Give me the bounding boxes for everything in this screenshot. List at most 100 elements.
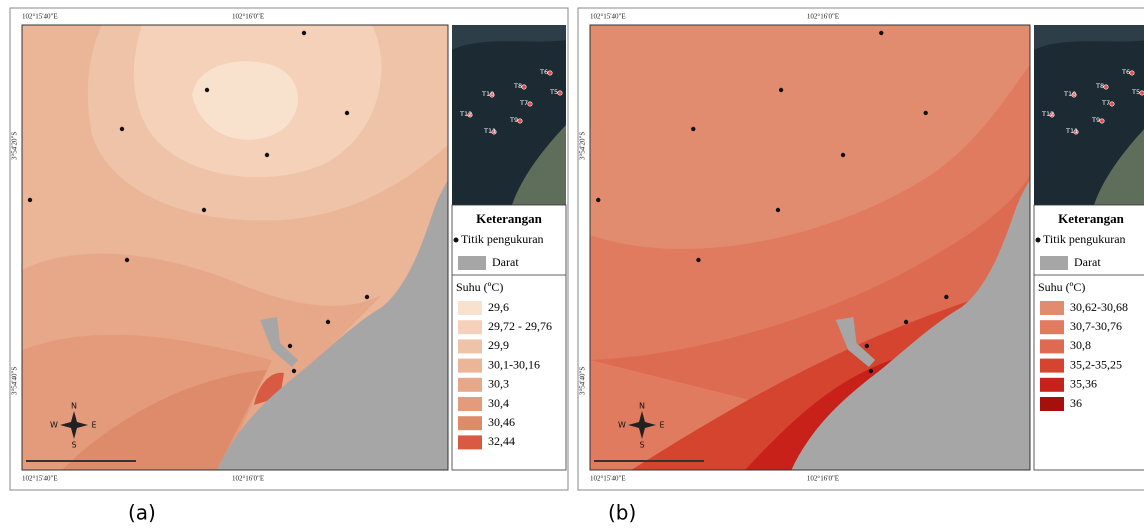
legend-title: Keterangan [1058, 211, 1124, 226]
legend-class-label: 35,36 [1070, 377, 1097, 391]
inset-marker [1049, 112, 1055, 118]
inset-marker [1103, 84, 1109, 90]
inset-label: T6 [1121, 68, 1130, 76]
legend-swatch [458, 301, 482, 315]
legend-swatch [1040, 320, 1064, 335]
scale-bar [594, 460, 704, 462]
compass-rose [60, 411, 88, 439]
inset-marker [467, 112, 473, 118]
compass-rose [628, 411, 656, 439]
coord-label: 102°15'40"E [590, 475, 626, 483]
legend-class-label: 30,46 [488, 415, 515, 429]
measurement-point [344, 110, 350, 116]
scale-bar [26, 460, 136, 462]
measurement-point [325, 319, 331, 325]
measurement-point [291, 368, 297, 374]
legend-point-symbol [1035, 237, 1041, 243]
coord-label: 3°54'20"S [579, 132, 587, 160]
legend-swatch [458, 358, 482, 373]
legend-class-label: 29,72 - 29,76 [488, 319, 552, 333]
legend-swatch [458, 416, 482, 431]
panel-label: (b) [608, 501, 636, 525]
inset-sea-light [452, 25, 566, 50]
measurement-point [691, 126, 696, 132]
legend-class-label: 35,2-35,25 [1070, 357, 1122, 371]
inset-marker [527, 101, 533, 107]
coord-label: 102°16'0"E [232, 13, 264, 21]
legend-scale-title: Suhu (ºC) [1038, 280, 1085, 294]
inset-label: T7 [519, 99, 528, 107]
compass-e: E [91, 421, 96, 430]
inset-sea-light [1034, 25, 1144, 50]
compass-s: S [639, 441, 644, 450]
contour-zone [62, 370, 267, 470]
legend-swatch [458, 320, 482, 335]
measurement-point [778, 87, 784, 93]
coord-label: 102°16'0"E [807, 475, 839, 483]
legend-swatch [1040, 339, 1064, 354]
inset-label: T7 [1101, 99, 1110, 107]
inset-label: T5 [1131, 88, 1140, 96]
legend-point: Titik pengukuran [1043, 232, 1126, 246]
legend-swatch [1040, 358, 1064, 373]
inset-label: T9 [1091, 116, 1100, 124]
measurement-point [201, 207, 207, 213]
measurement-point [903, 319, 909, 325]
measurement-point [944, 294, 949, 300]
map-border [589, 24, 1031, 471]
inset-label: T10 [481, 90, 494, 98]
inset-marker [1139, 90, 1144, 96]
measurement-point [696, 257, 701, 263]
map-panel: 102°15'40"E 102°16'0"E 102°15'40"E 102°16'0… [9, 7, 569, 525]
legend-swatch [458, 397, 482, 411]
land [217, 180, 448, 470]
panel-label: (a) [128, 501, 156, 525]
legend-point: Titik pengukuran [461, 232, 544, 246]
inset-label: T8 [513, 82, 522, 90]
measurement-point [864, 343, 870, 349]
inset-label: T8 [1095, 82, 1104, 90]
measurement-point [868, 368, 874, 374]
legend-land-swatch [1040, 256, 1068, 270]
legend-box [451, 204, 567, 471]
legend-swatch [1040, 397, 1064, 411]
legend-class-label: 30,62-30,68 [1070, 300, 1128, 314]
map-panel: 102°15'40"E 102°16'0"E 102°15'40"E 102°16'0… [577, 7, 1144, 525]
coord-label: 102°15'40"E [590, 13, 626, 21]
coord-label: 3°54'40"S [11, 367, 19, 395]
inset-label: T11 [1065, 127, 1078, 135]
legend-class-label: 29,9 [488, 338, 509, 352]
legend-class-label: 29,6 [488, 300, 509, 314]
measurement-point [301, 30, 307, 36]
legend-class-label: 30,1-30,16 [488, 357, 540, 371]
compass-w: W [50, 421, 58, 430]
inset-marker [489, 92, 495, 98]
legend-class-label: 32,44 [488, 434, 515, 448]
legend-swatch [458, 377, 482, 392]
inset-label: T11 [483, 127, 496, 135]
inset-label: T12 [1041, 110, 1054, 118]
inset-marker [517, 118, 523, 124]
pier [260, 317, 298, 367]
inset-marker [1129, 70, 1135, 76]
inset-coast [1094, 129, 1144, 205]
inset-label: T12 [459, 110, 472, 118]
measurement-point [124, 257, 130, 263]
compass-e: E [659, 421, 664, 430]
measurement-point [775, 207, 781, 213]
legend-class-label: 36 [1070, 396, 1082, 410]
coord-label: 102°15'40"E [22, 475, 58, 483]
inset-marker [1099, 118, 1105, 124]
inset-label: T5 [549, 88, 558, 96]
legend-class-label: 30,4 [488, 396, 509, 410]
inset-marker [1071, 92, 1077, 98]
legend-class-label: 30,8 [1070, 338, 1091, 352]
map-area [22, 25, 449, 470]
measurement-point [119, 126, 125, 132]
legend-class-label: 30,7-30,76 [1070, 319, 1122, 333]
inset-marker [1109, 101, 1115, 107]
inset-marker [491, 129, 497, 135]
legend-scale-title: Suhu (ºC) [456, 280, 503, 294]
legend-class-label: 30,3 [488, 377, 509, 391]
